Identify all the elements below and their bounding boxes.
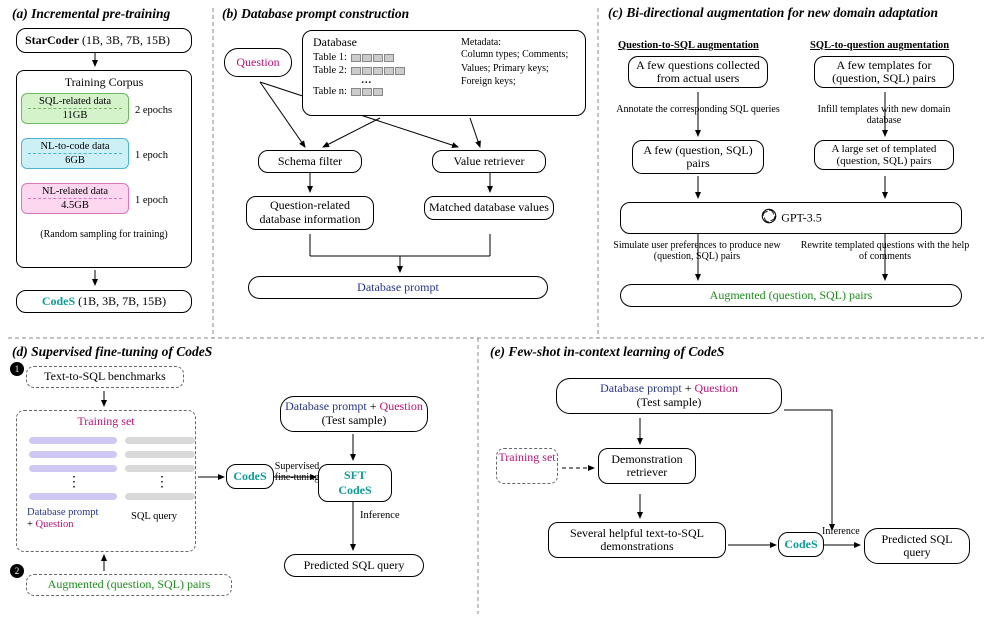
sql-data-box: SQL-related data 11GB bbox=[21, 93, 129, 124]
sql-size: 11GB bbox=[22, 110, 128, 121]
several-demos-box: Several helpful text-to-SQL demonstratio… bbox=[548, 522, 726, 558]
gpt-icon bbox=[760, 207, 778, 229]
tablen-label: Table n: bbox=[313, 86, 405, 97]
annotate-label: Annotate the corresponding SQL queries bbox=[614, 104, 782, 115]
sft-codes-box: SFT CodeS bbox=[318, 464, 392, 502]
training-set-box: Training set ⋮ ⋮ Database prompt + Quest… bbox=[16, 410, 196, 552]
matched-values-box: Matched database values bbox=[424, 196, 554, 220]
metadata-label: Metadata: bbox=[461, 37, 579, 48]
sql-query-label: SQL query bbox=[131, 511, 177, 522]
sampling-note: (Random sampling for training) bbox=[21, 229, 187, 240]
training-corpus-box: Training Corpus SQL-related data 11GB 2 … bbox=[16, 70, 192, 268]
codes-e-box: CodeS bbox=[778, 532, 824, 557]
starcoder-sizes: (1B, 3B, 7B, 15B) bbox=[79, 33, 170, 47]
panel-e-title: (e) Few-shot in-context learning of Code… bbox=[490, 344, 724, 360]
simulate-label: Simulate user preferences to produce new… bbox=[608, 240, 786, 262]
gpt-label: GPT-3.5 bbox=[781, 211, 822, 225]
question-box: Question bbox=[224, 48, 292, 77]
codes-d-box: CodeS bbox=[226, 464, 274, 489]
nl2code-size: 6GB bbox=[22, 155, 128, 166]
predicted-e-box: Predicted SQL query bbox=[864, 528, 970, 564]
few-questions-box: A few questions collected from actual us… bbox=[628, 56, 768, 88]
test-sample-d-box: Database prompt + Question (Test sample) bbox=[280, 396, 428, 432]
rewrite-label: Rewrite templated questions with the hel… bbox=[800, 240, 970, 262]
training-set-e-box: Training set bbox=[496, 448, 558, 484]
schema-filter-box: Schema filter bbox=[258, 150, 362, 173]
starcoder-box: StarCoder (1B, 3B, 7B, 15B) bbox=[16, 28, 192, 53]
database-box: Database Table 1: Table 2: … Table n: Me… bbox=[302, 30, 586, 116]
sft-arrow-label: Supervised fine-tuning bbox=[272, 462, 322, 483]
augmented-d-box: Augmented (question, SQL) pairs bbox=[26, 574, 232, 596]
demo-retriever-box: Demonstration retriever bbox=[598, 448, 696, 484]
nl2code-data-box: NL-to-code data 6GB bbox=[21, 138, 129, 169]
nl-size: 4.5GB bbox=[22, 200, 128, 211]
nl2code-epochs: 1 epoch bbox=[135, 150, 168, 161]
infill-label: Infill templates with new domain databas… bbox=[804, 104, 964, 126]
nl-label: NL-related data bbox=[22, 186, 128, 197]
badge-2: 2 bbox=[10, 564, 24, 578]
inference-e-label: Inference bbox=[822, 526, 860, 537]
panel-a-title: (a) Incremental pre-training bbox=[12, 6, 170, 22]
database-prompt-box: Database prompt bbox=[248, 276, 548, 299]
q2s-title: Question-to-SQL augmentation bbox=[618, 40, 759, 51]
sql-label: SQL-related data bbox=[22, 96, 128, 107]
db-prompt-plus-q: Database prompt + Question bbox=[27, 507, 123, 530]
value-retriever-box: Value retriever bbox=[432, 150, 546, 173]
codes-sizes: (1B, 3B, 7B, 15B) bbox=[75, 294, 166, 308]
metadata-body: Column types; Comments; Values; Primary … bbox=[461, 48, 579, 89]
predicted-d-box: Predicted SQL query bbox=[284, 554, 424, 577]
few-templates-box: A few templates for (question, SQL) pair… bbox=[814, 56, 954, 88]
metadata-block: Metadata: Column types; Comments; Values… bbox=[461, 37, 579, 89]
q-related-box: Question-related database information bbox=[246, 196, 374, 230]
sql-epochs: 2 epochs bbox=[135, 105, 172, 116]
nl-epochs: 1 epoch bbox=[135, 195, 168, 206]
panel-b-title: (b) Database prompt construction bbox=[222, 6, 409, 22]
nl-data-box: NL-related data 4.5GB bbox=[21, 183, 129, 214]
test-sample-e-box: Database prompt + Question (Test sample) bbox=[556, 378, 782, 414]
starcoder-label: StarCoder bbox=[25, 33, 79, 47]
nl2code-label: NL-to-code data bbox=[22, 141, 128, 152]
augmented-pairs-box: Augmented (question, SQL) pairs bbox=[620, 284, 962, 307]
table2-label: Table 2: bbox=[313, 65, 405, 76]
s2q-title: SQL-to-question augmentation bbox=[810, 40, 949, 51]
panel-c-title: (c) Bi-directional augmentation for new … bbox=[608, 6, 978, 21]
database-label: Database bbox=[313, 35, 405, 50]
table1-label: Table 1: bbox=[313, 52, 405, 63]
codes-label: CodeS bbox=[42, 294, 75, 308]
panel-d-title: (d) Supervised fine-tuning of CodeS bbox=[12, 344, 212, 360]
training-set-label: Training set bbox=[17, 414, 195, 429]
few-pairs-box: A few (question, SQL) pairs bbox=[632, 140, 764, 174]
corpus-label: Training Corpus bbox=[21, 75, 187, 90]
inference-d-label: Inference bbox=[360, 510, 400, 521]
codes-box: CodeS (1B, 3B, 7B, 15B) bbox=[16, 290, 192, 313]
badge-1: 1 bbox=[10, 362, 24, 376]
gpt-box: GPT-3.5 bbox=[620, 202, 962, 234]
large-set-box: A large set of templated (question, SQL)… bbox=[814, 140, 954, 170]
benchmarks-box: Text-to-SQL benchmarks bbox=[26, 366, 184, 388]
